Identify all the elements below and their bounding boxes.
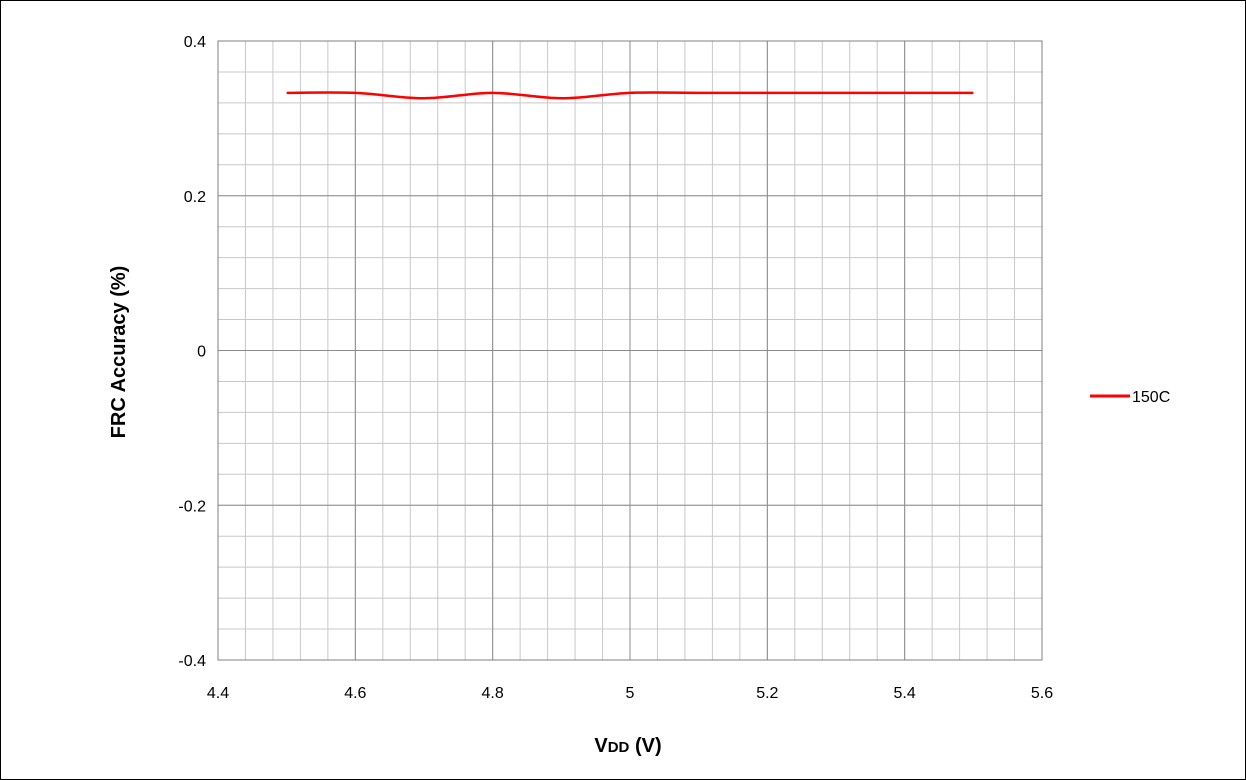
y-tick-label: -0.4 <box>178 653 206 670</box>
x-axis-title: VDD (V) <box>594 735 661 757</box>
x-axis-tick-labels: 4.4 4.6 4.8 5 5.2 5.4 5.6 <box>207 685 1053 702</box>
y-tick-label: 0.2 <box>184 189 206 206</box>
x-axis-title-unit: (V) <box>629 735 661 757</box>
legend: 150C <box>1090 389 1170 406</box>
x-tick-label: 4.8 <box>482 685 504 702</box>
x-tick-label: 5 <box>626 685 635 702</box>
x-tick-label: 4.4 <box>207 685 229 702</box>
x-tick-label: 5.2 <box>756 685 778 702</box>
x-axis-title-main: V <box>594 735 608 757</box>
x-tick-label: 5.4 <box>894 685 916 702</box>
x-tick-label: 4.6 <box>344 685 366 702</box>
plot-area-border <box>217 40 1043 661</box>
y-axis-tick-labels: 0.4 0.2 0 -0.2 -0.4 <box>178 34 206 670</box>
y-tick-label: 0 <box>197 344 206 361</box>
x-axis-title-subscript: DD <box>608 739 630 756</box>
legend-label-150c: 150C <box>1132 389 1170 406</box>
y-axis-title: FRC Accuracy (%) <box>108 266 130 439</box>
series-line-150c <box>286 91 974 100</box>
x-tick-label: 5.6 <box>1031 685 1053 702</box>
y-tick-label: 0.4 <box>184 34 206 51</box>
y-tick-label: -0.2 <box>178 498 206 515</box>
series-layer <box>286 91 974 100</box>
